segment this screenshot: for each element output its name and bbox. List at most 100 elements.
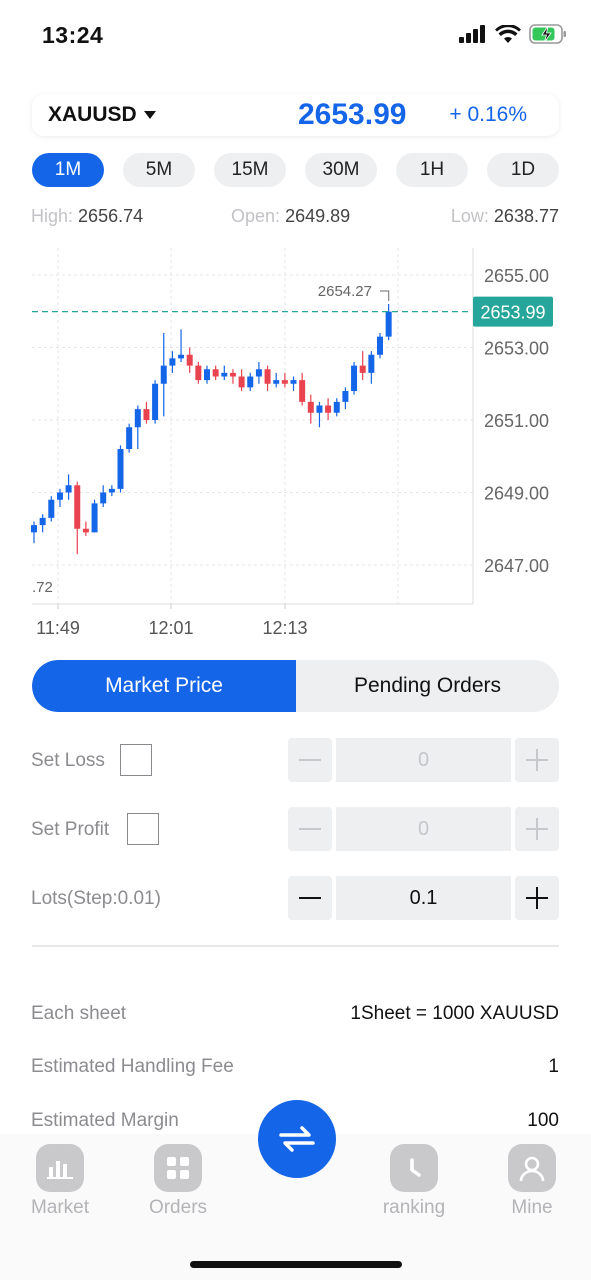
timeframe-1d[interactable]: 1D <box>487 153 559 187</box>
candle-up <box>108 488 115 493</box>
candle-up <box>48 499 55 518</box>
order-type-switch: Market Price Pending Orders <box>32 660 559 712</box>
candle-down <box>264 369 271 384</box>
candle-down <box>359 365 366 373</box>
low-stat: Low: 2638.77 <box>451 206 559 227</box>
y-axis-tick-label: 2653.00 <box>484 339 549 359</box>
caret-down-icon <box>143 111 156 119</box>
timeframe-1h[interactable]: 1H <box>396 153 468 187</box>
lots-label: Lots(Step:0.01) <box>31 888 161 909</box>
handling-fee-value: 1 <box>548 1056 559 1077</box>
set-loss-input[interactable]: 0 <box>336 738 511 782</box>
price-change: + 0.16% <box>449 103 527 126</box>
wifi-icon <box>495 24 521 43</box>
set-profit-stepper: 0 <box>288 807 559 851</box>
set-profit-input[interactable]: 0 <box>336 807 511 851</box>
timeframe-1m[interactable]: 1M <box>32 153 104 187</box>
plus-icon <box>526 887 548 909</box>
y-axis-tick-label: 2649.00 <box>484 484 549 504</box>
x-axis-tick-label: 12:13 <box>262 618 307 638</box>
nav-orders[interactable]: Orders <box>128 1144 228 1219</box>
set-profit-checkbox[interactable] <box>127 813 159 845</box>
candle-up <box>377 336 383 355</box>
set-loss-checkbox[interactable] <box>120 744 152 776</box>
open-stat: Open: 2649.89 <box>231 206 350 227</box>
minus-icon <box>299 828 321 830</box>
each-sheet-label: Each sheet <box>31 1003 127 1024</box>
candle-up <box>56 492 63 500</box>
high-label: High: <box>31 206 74 226</box>
lots-increment-button[interactable] <box>515 876 559 920</box>
y-axis-tick-label: 2647.00 <box>484 556 549 576</box>
nav-ranking[interactable]: ranking <box>364 1144 464 1219</box>
candle-up <box>255 369 262 377</box>
nav-mine[interactable]: Mine <box>482 1144 582 1219</box>
set-loss-increment-button[interactable] <box>515 738 559 782</box>
lots-input[interactable]: 0.1 <box>336 876 511 920</box>
set-profit-increment-button[interactable] <box>515 807 559 851</box>
nav-market-label: Market <box>30 1197 90 1218</box>
candle-up <box>204 369 210 381</box>
minus-icon <box>299 897 321 899</box>
open-label: Open: <box>231 206 281 226</box>
candle-up <box>65 485 72 493</box>
candlestick-chart[interactable]: 2655.00 2653.00 2651.00 2649.00 2647.00 11:49… <box>0 240 591 650</box>
candle-down <box>307 401 314 413</box>
margin-label: Estimated Margin <box>31 1110 179 1131</box>
candle-up <box>351 365 358 391</box>
candle-up <box>31 525 37 533</box>
set-profit-decrement-button[interactable] <box>288 807 332 851</box>
bar-chart-icon <box>36 1144 84 1192</box>
battery-charging-icon <box>529 24 566 44</box>
candle-down <box>281 380 288 384</box>
symbol-selector[interactable]: XAUUSD <box>48 103 157 127</box>
lots-decrement-button[interactable] <box>288 876 332 920</box>
home-indicator <box>190 1261 402 1268</box>
candle-down <box>195 365 202 381</box>
open-value: 2649.89 <box>285 206 351 226</box>
timeframe-30m[interactable]: 30M <box>305 153 377 187</box>
candle-down <box>238 376 245 388</box>
candle-up <box>169 358 176 366</box>
swap-arrows-icon <box>279 1126 315 1152</box>
timeframe-5m[interactable]: 5M <box>123 153 195 187</box>
status-time: 13:24 <box>42 22 104 48</box>
minus-icon <box>299 759 321 761</box>
candle-down <box>325 405 332 413</box>
candle-down <box>186 354 193 366</box>
grid-icon <box>154 1144 202 1192</box>
low-value: 2638.77 <box>493 206 559 226</box>
divider <box>32 945 559 947</box>
high-marker-arrow <box>380 290 390 301</box>
clock-icon <box>390 1144 438 1192</box>
candle-up <box>316 405 323 413</box>
nav-market[interactable]: Market <box>10 1144 110 1219</box>
signal-icon <box>459 25 485 43</box>
current-price-badge-text: 2653.99 <box>480 303 545 323</box>
lots-stepper: 0.1 <box>288 876 559 920</box>
current-price-badge <box>473 296 553 327</box>
tab-pending-orders[interactable]: Pending Orders <box>353 674 502 697</box>
high-value: 2656.74 <box>78 206 144 226</box>
plus-icon <box>526 818 548 840</box>
candle-up <box>247 376 254 388</box>
candle-up <box>117 449 124 489</box>
nav-ranking-label: ranking <box>382 1197 446 1218</box>
set-loss-decrement-button[interactable] <box>288 738 332 782</box>
tab-market-price[interactable]: Market Price <box>32 660 296 712</box>
candle-up <box>368 354 375 373</box>
x-axis-tick-label: 12:01 <box>148 618 193 638</box>
trade-swap-button[interactable] <box>258 1100 336 1178</box>
set-loss-label: Set Loss <box>31 750 105 771</box>
high-price-marker: 2654.27 <box>318 283 372 300</box>
current-price: 2653.99 <box>298 98 407 131</box>
candle-up <box>160 365 167 384</box>
timeframe-15m[interactable]: 15M <box>214 153 286 187</box>
candle-down <box>74 485 81 529</box>
plus-icon <box>526 749 548 771</box>
symbol-header: XAUUSD 2653.99 + 0.16% <box>32 94 559 136</box>
candle-up <box>273 380 280 384</box>
candle-up <box>39 517 46 526</box>
candle-up <box>290 380 297 384</box>
candle-down <box>212 369 219 377</box>
